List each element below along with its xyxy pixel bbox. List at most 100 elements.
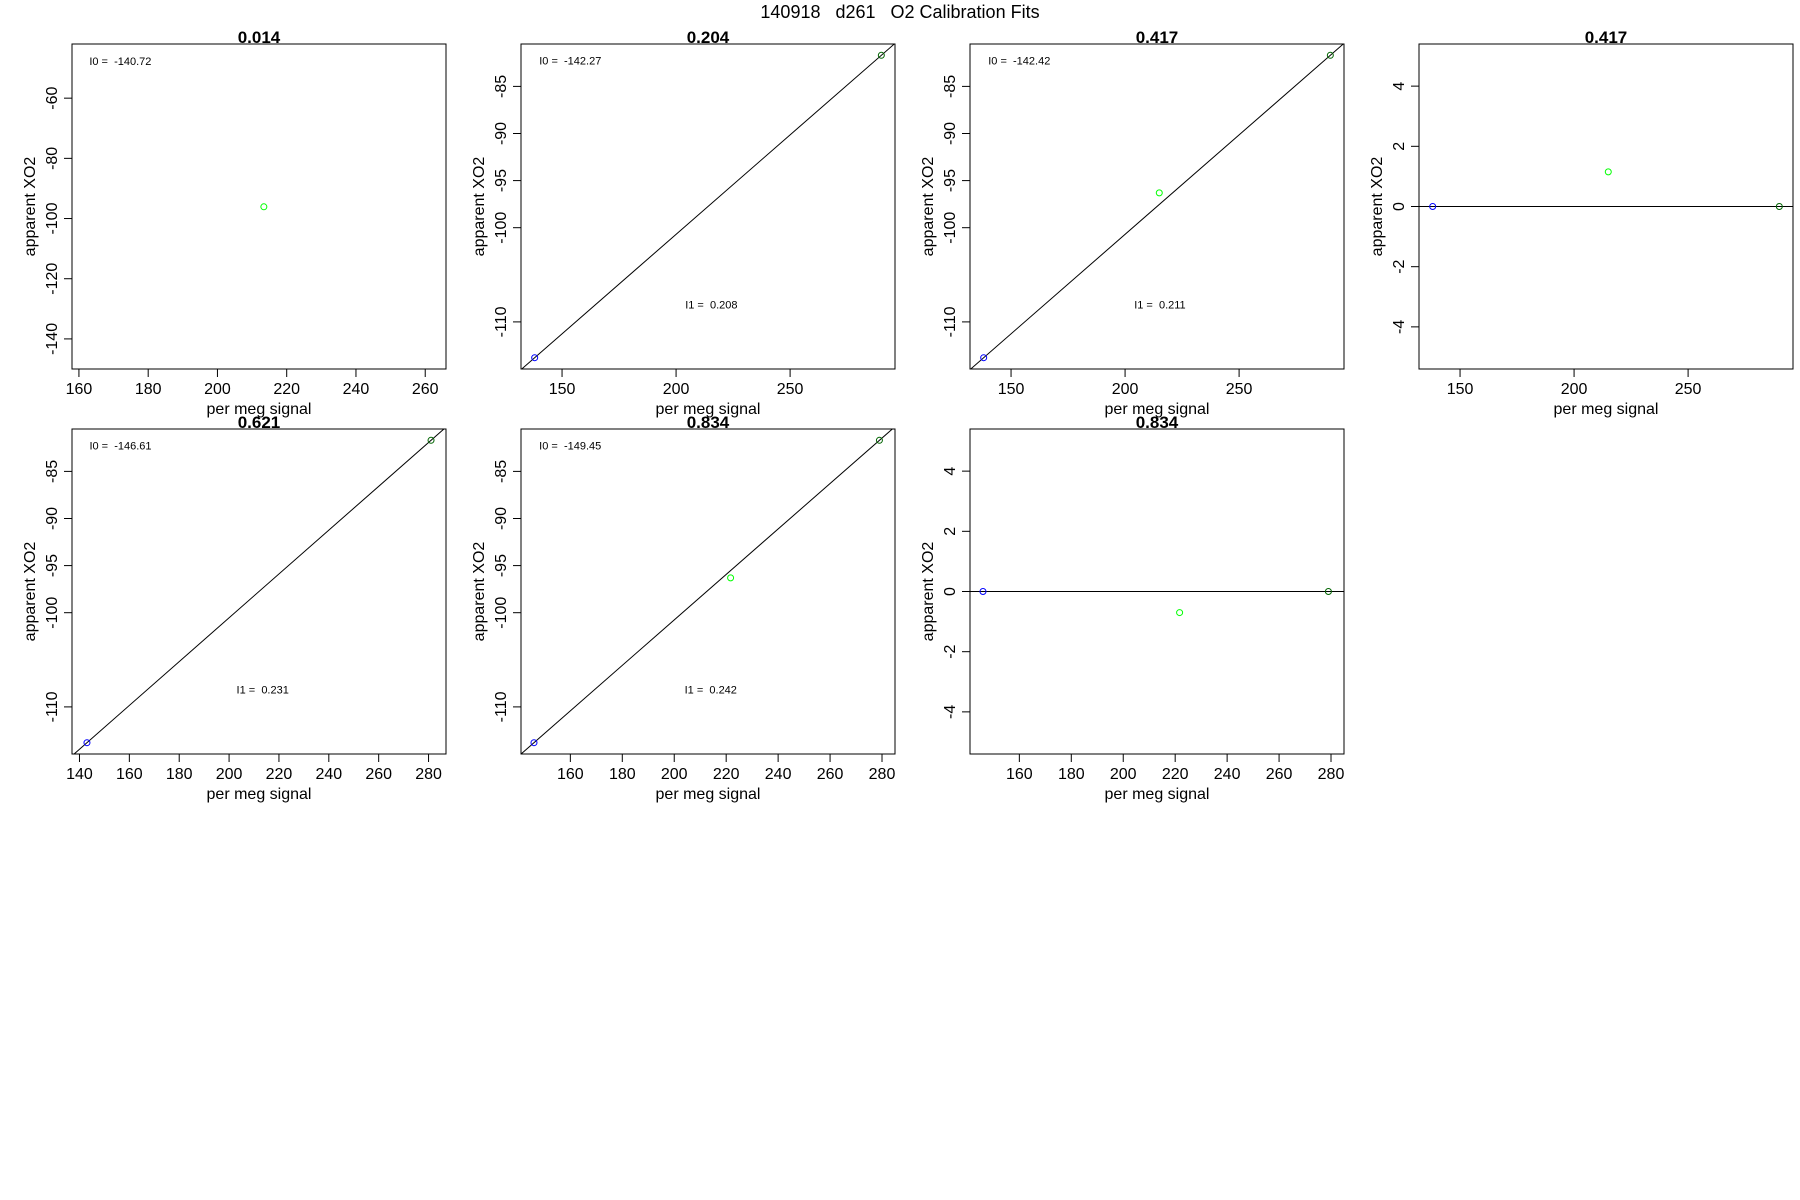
data-point [1429,203,1437,210]
page-title: 140918 d261 O2 Calibration Fits [760,2,1040,22]
y-tick-label: -100 [493,597,510,629]
plot-frame [969,43,1345,370]
chart-panel-5: 0.621 140 160 180 200 220 240 260 280 -110 -100 -95… [22,413,447,803]
x-tick-label: 220 [273,381,300,398]
y-tick-label: -100 [44,202,61,234]
chart-panel-4: 0.417 150 200 250 -4 -2 0 2 4 per meg signal appar… [1369,28,1794,418]
y-tick-label: -110 [493,691,510,722]
y-tick-label: -90 [493,507,510,530]
data-point [1775,203,1783,210]
x-tick-label: 140 [66,766,93,783]
x-tick-label: 200 [216,766,243,783]
data-point [530,739,538,747]
data-point [1324,588,1332,595]
y-axis-label: apparent XO2 [920,157,937,257]
x-axis-label: per meg signal [1105,786,1210,803]
x-tick-label: 250 [1226,381,1253,398]
x-tick-label: 150 [1447,381,1474,398]
x-tick-label: 200 [1112,381,1139,398]
x-axis-label: per meg signal [1554,401,1659,418]
y-tick-label: 0 [942,587,959,596]
x-tick-label: 160 [557,766,584,783]
x-tick-label: 180 [609,766,636,783]
data-point [877,51,885,59]
x-tick-label: 200 [663,381,690,398]
x-tick-label: 200 [1561,381,1588,398]
y-axis-label: apparent XO2 [471,542,488,642]
y-axis-label: apparent XO2 [22,157,39,257]
data-point [1326,51,1334,59]
x-tick-label: 180 [135,381,162,398]
x-axis-label: per meg signal [207,786,312,803]
y-tick-label: -100 [942,212,959,244]
x-tick-label: 280 [869,766,896,783]
y-tick-label: 2 [1391,142,1408,151]
y-tick-label: 2 [942,527,959,536]
data-point [1176,609,1184,617]
plot-content [970,44,1344,369]
plot-frame [520,428,896,755]
chart-panel-7: 0.834 160 180 200 220 240 260 280 -4 -2 0 2 4 per meg… [920,413,1345,803]
y-tick-label: -85 [493,460,510,483]
chart-panel-2: 0.204 150 200 250 -110 -100 -95 -90 -85 per meg s… [471,28,896,418]
chart-panel-3: 0.417 150 200 250 -110 -100 -95 -90 -85 per meg s… [920,28,1345,418]
y-axis-label: apparent XO2 [22,542,39,642]
data-point [980,354,988,362]
x-tick-label: 250 [777,381,804,398]
x-tick-label: 220 [266,766,293,783]
plot-content [1419,168,1793,210]
fit-annotation: I0 = -146.61 [89,441,151,453]
x-tick-label: 260 [1266,766,1293,783]
x-tick-label: 160 [116,766,143,783]
y-tick-label: -95 [942,169,959,192]
fit-annotation: I1 = 0.211 [1134,300,1185,312]
x-axis-label: per meg signal [656,401,761,418]
panel-title: 0.621 [238,413,281,432]
x-tick-label: 240 [315,766,342,783]
fit-annotation: I0 = -140.72 [89,56,151,68]
y-tick-label: -90 [44,507,61,530]
x-tick-label: 220 [713,766,740,783]
data-point [979,588,987,595]
fit-annotation: I1 = 0.208 [685,300,737,312]
x-tick-label: 240 [765,766,792,783]
panel-title: 0.417 [1136,28,1179,47]
plot-content [260,203,268,211]
x-tick-label: 180 [1058,766,1085,783]
x-tick-label: 150 [549,381,576,398]
y-tick-label: -90 [942,122,959,145]
fit-line [970,44,1344,369]
y-axis-label: apparent XO2 [1369,157,1386,257]
y-tick-label: -140 [44,323,61,355]
plot-content [521,44,895,369]
y-axis-label: apparent XO2 [920,542,937,642]
y-tick-label: -4 [942,705,959,719]
plot-content [73,429,445,754]
y-tick-label: -100 [44,597,61,629]
y-tick-label: -90 [493,122,510,145]
data-point [531,354,539,362]
data-point [1155,189,1163,197]
x-tick-label: 200 [661,766,688,783]
x-tick-label: 200 [204,381,231,398]
y-tick-label: 0 [1391,202,1408,211]
x-tick-label: 240 [1214,766,1241,783]
x-axis-label: per meg signal [207,401,312,418]
x-axis-label: per meg signal [1105,401,1210,418]
y-tick-label: -95 [493,169,510,192]
y-tick-label: -85 [44,460,61,483]
y-tick-label: -110 [942,306,959,337]
data-point [727,574,735,582]
y-tick-label: -110 [44,691,61,722]
x-tick-label: 260 [817,766,844,783]
x-tick-label: 240 [343,381,370,398]
x-tick-label: 280 [415,766,442,783]
x-axis-label: per meg signal [656,786,761,803]
fit-annotation: I0 = -142.27 [539,56,601,68]
y-tick-label: -2 [1391,259,1408,273]
fit-annotation: I1 = 0.231 [237,685,289,697]
data-point [260,203,268,211]
panel-title: 0.417 [1585,28,1628,47]
y-tick-label: -2 [942,644,959,658]
y-tick-label: -85 [493,75,510,98]
